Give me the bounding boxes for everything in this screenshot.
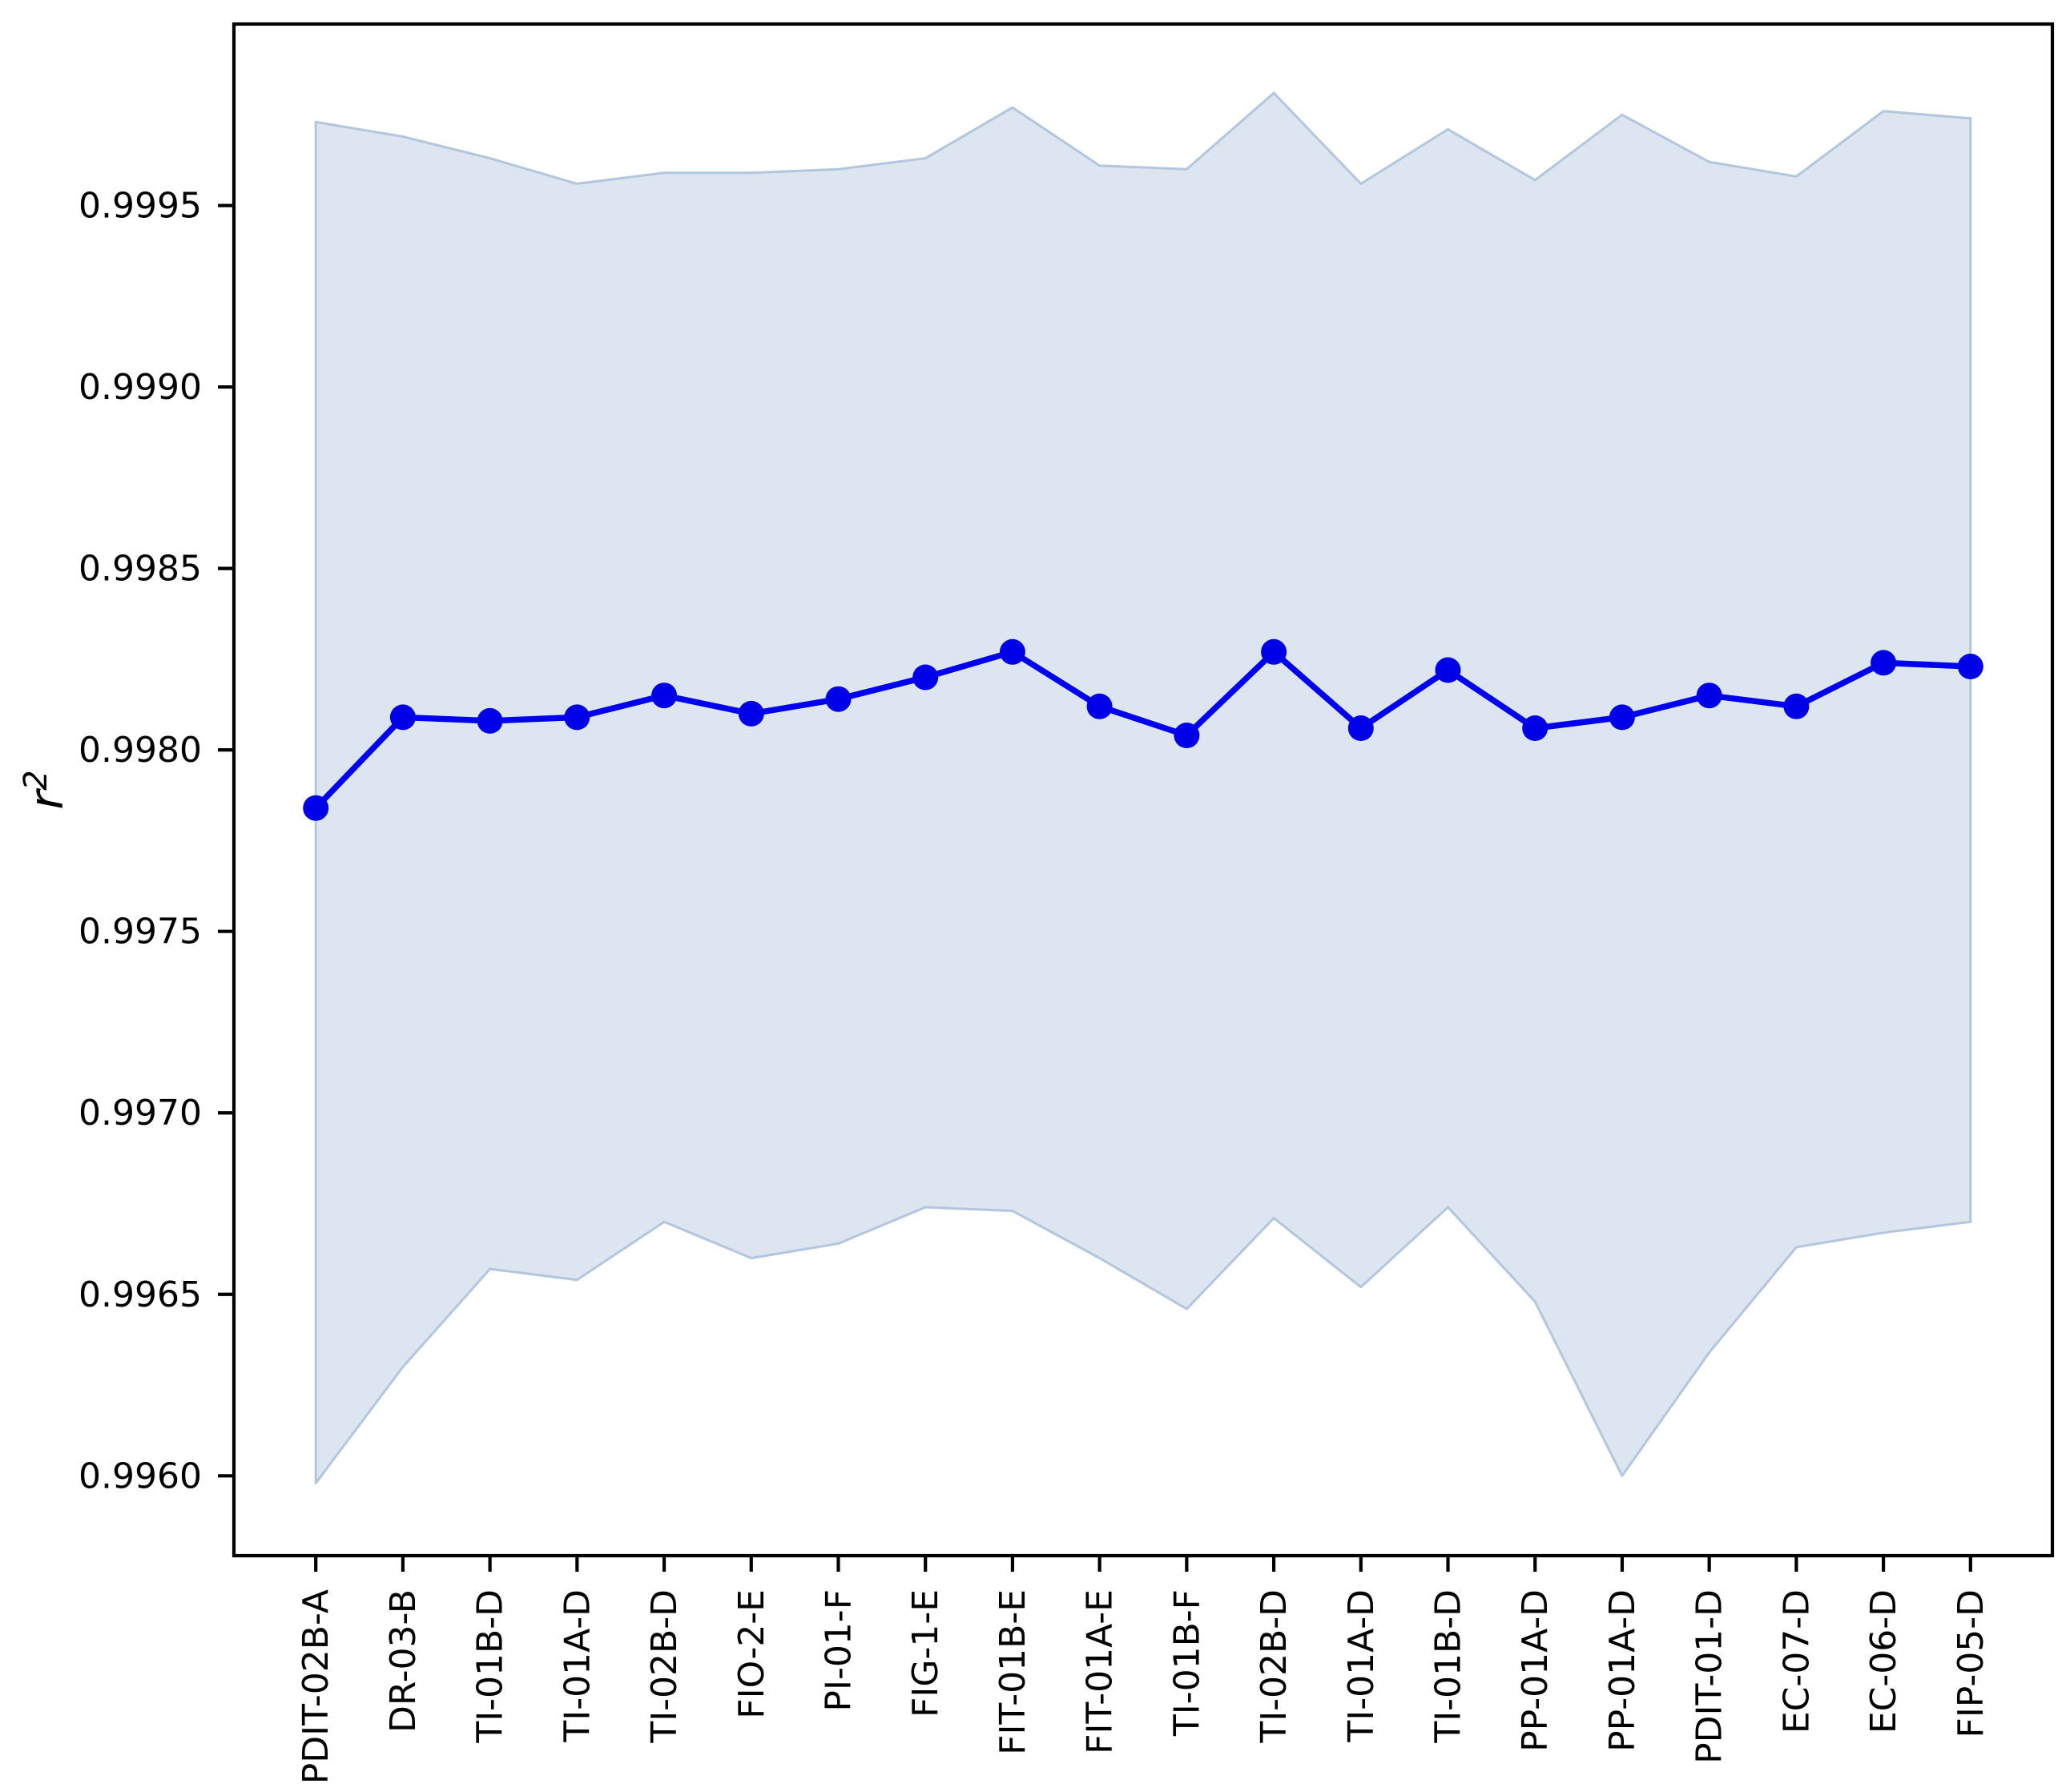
y-tick-label: 0.9975 [79, 912, 202, 952]
x-tick-label: TI-02B-D [1254, 1589, 1295, 1744]
data-point [1696, 683, 1722, 709]
data-point [389, 704, 416, 731]
data-point [303, 795, 329, 821]
x-tick-label: PP-01A-D [1515, 1589, 1556, 1752]
data-point [1086, 693, 1113, 719]
x-tick-label: PP-01A-D [1602, 1589, 1643, 1752]
y-tick-label: 0.9985 [79, 549, 202, 590]
y-tick-label: 0.9965 [79, 1275, 202, 1315]
x-tick-label: PDIT-01-D [1689, 1589, 1730, 1764]
data-point [1783, 693, 1810, 719]
plot-border [232, 22, 2055, 1558]
x-tick-label: TI-01B-D [470, 1589, 511, 1744]
data-point [999, 638, 1025, 665]
x-tick-label: FIT-01A-E [1080, 1589, 1121, 1754]
x-tick-label: TI-01B-D [1428, 1589, 1469, 1744]
y-axis-label: r2 [18, 770, 74, 809]
x-tick-label: EC-07-D [1776, 1589, 1817, 1734]
confidence-band [314, 91, 1972, 1484]
x-tick-label: PDIT-02B-A [296, 1589, 336, 1784]
y-tick-label: 0.9970 [79, 1093, 202, 1134]
data-point [477, 707, 503, 734]
x-tick-label: TI-01A-D [1341, 1589, 1382, 1743]
x-tick-label: DR-03-B [383, 1589, 424, 1733]
x-tick-label: FIT-01B-E [993, 1589, 1033, 1755]
data-point [564, 704, 590, 731]
x-tick-label: TI-01B-F [1166, 1589, 1207, 1737]
data-point [912, 664, 939, 691]
y-tick-label: 0.9960 [79, 1456, 202, 1496]
y-tick-label: 0.9990 [79, 367, 202, 408]
x-tick-label: FIG-1-E [905, 1589, 946, 1718]
data-point [1522, 715, 1548, 741]
x-tick-label: TI-02B-D [644, 1589, 685, 1744]
data-point [651, 683, 678, 709]
data-point [1871, 650, 1897, 676]
data-point [825, 686, 852, 712]
x-tick-label: FIO-2-E [731, 1589, 772, 1719]
y-tick-label: 0.9980 [79, 730, 202, 771]
data-point [1347, 715, 1374, 741]
data-point [1174, 723, 1200, 748]
mean-line [312, 649, 1974, 811]
x-tick-label: FIP-05-D [1951, 1589, 1991, 1738]
x-tick-label: TI-01A-D [557, 1589, 598, 1743]
data-point [1435, 657, 1461, 683]
data-point [738, 700, 764, 727]
y-tick-label: 0.9995 [79, 186, 202, 227]
data-point [1957, 654, 1983, 679]
x-tick-label: EC-06-D [1863, 1589, 1904, 1734]
data-point [1261, 638, 1287, 665]
x-tick-label: PI-01-F [819, 1589, 860, 1712]
data-point [1609, 704, 1635, 731]
